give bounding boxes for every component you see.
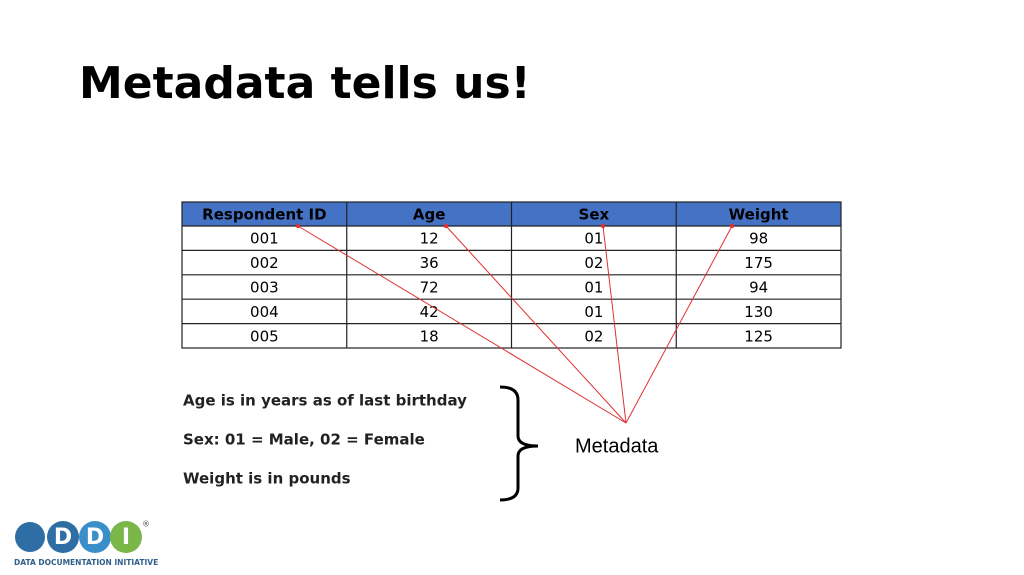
logo-letter: I bbox=[122, 525, 130, 550]
table-cell: 94 bbox=[749, 279, 768, 297]
table-cell: 002 bbox=[250, 254, 279, 272]
table-header-cell: Sex bbox=[579, 206, 610, 224]
logo-circle bbox=[110, 521, 142, 553]
arrow-line bbox=[297, 225, 627, 424]
table-cell: 01 bbox=[584, 279, 603, 297]
logo-letter: D bbox=[54, 525, 72, 550]
table-cell: 001 bbox=[250, 230, 279, 248]
arrow-head bbox=[600, 223, 606, 229]
table-cell: 42 bbox=[420, 303, 439, 321]
arrow-line bbox=[625, 225, 733, 424]
table-cell: 36 bbox=[420, 254, 439, 272]
table-cell: 01 bbox=[584, 303, 603, 321]
arrow-head bbox=[729, 223, 735, 229]
logo: D D I ® DATA DOCUMENTATION INITIATIVE bbox=[14, 520, 158, 568]
table-header-cell: Age bbox=[413, 206, 446, 224]
logo-globe bbox=[15, 522, 45, 552]
note: Sex: 01 = Male, 02 = Female bbox=[183, 431, 425, 449]
logo-tagline: DATA DOCUMENTATION INITIATIVE bbox=[14, 558, 158, 567]
logo-letter: D bbox=[86, 525, 104, 550]
table-cell: 01 bbox=[584, 230, 603, 248]
note: Weight is in pounds bbox=[183, 470, 351, 488]
table-cell: 02 bbox=[584, 327, 603, 345]
table-cell: 125 bbox=[744, 327, 773, 345]
callout-label: Metadata bbox=[575, 435, 659, 457]
table-cell: 18 bbox=[420, 327, 439, 345]
arrow-line bbox=[445, 225, 627, 424]
logo-circle bbox=[47, 521, 79, 553]
table-header-cell: Respondent ID bbox=[202, 206, 326, 224]
logo-registered: ® bbox=[142, 520, 150, 529]
table-cell: 12 bbox=[420, 230, 439, 248]
table-cell: 003 bbox=[250, 279, 279, 297]
table-cell: 98 bbox=[749, 230, 768, 248]
note: Age is in years as of last birthday bbox=[183, 392, 467, 410]
table-cell: 72 bbox=[420, 279, 439, 297]
table-cell: 004 bbox=[250, 303, 279, 321]
table-cell: 005 bbox=[250, 327, 279, 345]
table-cell: 130 bbox=[744, 303, 773, 321]
slide-title: Metadata tells us! bbox=[79, 58, 531, 109]
arrow-head bbox=[295, 223, 301, 229]
table-cell: 175 bbox=[744, 254, 773, 272]
table-header-cell: Weight bbox=[729, 206, 789, 224]
table-cell: 02 bbox=[584, 254, 603, 272]
logo-circle bbox=[79, 521, 111, 553]
brace bbox=[499, 385, 539, 502]
arrow-line bbox=[602, 225, 627, 424]
arrow-head bbox=[443, 223, 449, 229]
